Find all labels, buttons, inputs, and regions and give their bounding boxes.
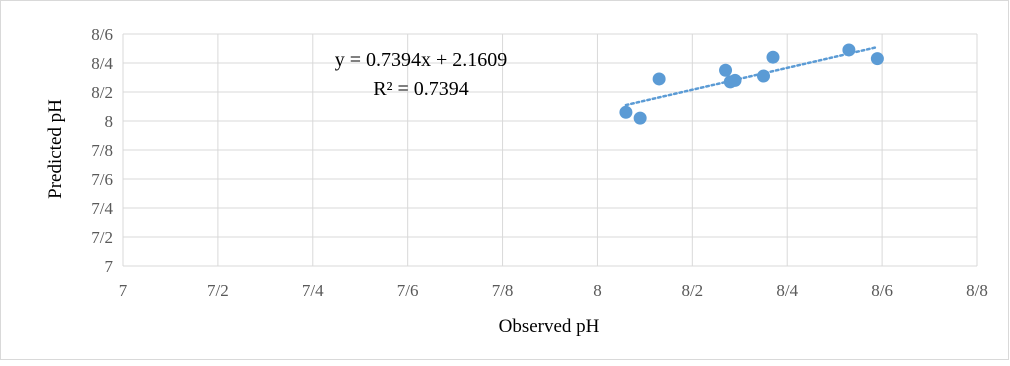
- trendline-layer: [624, 45, 879, 107]
- x-tick-label: 8: [593, 281, 602, 300]
- y-tick-label: 8/4: [91, 54, 113, 73]
- regression-equation: y = 0.7394x + 2.1609: [335, 49, 508, 71]
- x-tick-label: 7: [119, 281, 128, 300]
- data-point: [870, 52, 884, 66]
- y-tick-label: 7/2: [91, 228, 113, 247]
- x-tick-label: 7/8: [492, 281, 514, 300]
- x-tick-label: 8/4: [776, 281, 798, 300]
- linear-trendline: [624, 45, 879, 107]
- x-tick-label: 8/6: [871, 281, 893, 300]
- x-tick-label: 8/2: [681, 281, 703, 300]
- x-tick-label: 7/2: [207, 281, 229, 300]
- x-tick-label: 7/4: [302, 281, 324, 300]
- data-point: [757, 69, 770, 83]
- data-point: [619, 105, 633, 119]
- data-point: [719, 63, 733, 77]
- y-tick-label: 7/6: [91, 170, 113, 189]
- data-point: [766, 50, 780, 64]
- x-axis-ticks: 7 7/2 7/4 7/6 7/8 8 8/2 8/4 8/6 8/8: [119, 281, 988, 300]
- y-tick-label: 7/4: [91, 199, 113, 218]
- y-tick-label: 7: [105, 257, 114, 276]
- y-axis-label: Predicted pH: [45, 99, 66, 199]
- y-tick-label: 8/6: [91, 25, 113, 44]
- data-point: [633, 111, 647, 125]
- data-point: [842, 43, 856, 57]
- r-squared-label: R² = 0.7394: [373, 78, 469, 100]
- y-tick-label: 8: [105, 112, 114, 131]
- data-point: [652, 72, 666, 86]
- grid-lines: [122, 33, 978, 267]
- y-tick-label: 7/8: [91, 141, 113, 160]
- y-tick-label: 8/2: [91, 83, 113, 102]
- x-tick-label: 8/8: [966, 281, 988, 300]
- y-axis-ticks: 7 7/2 7/4 7/6 7/8 8 8/2 8/4 8/6: [91, 25, 113, 276]
- data-point: [728, 73, 742, 87]
- x-axis-label: Observed pH: [499, 316, 600, 337]
- data-points: [619, 43, 884, 125]
- x-tick-label: 7/6: [397, 281, 419, 300]
